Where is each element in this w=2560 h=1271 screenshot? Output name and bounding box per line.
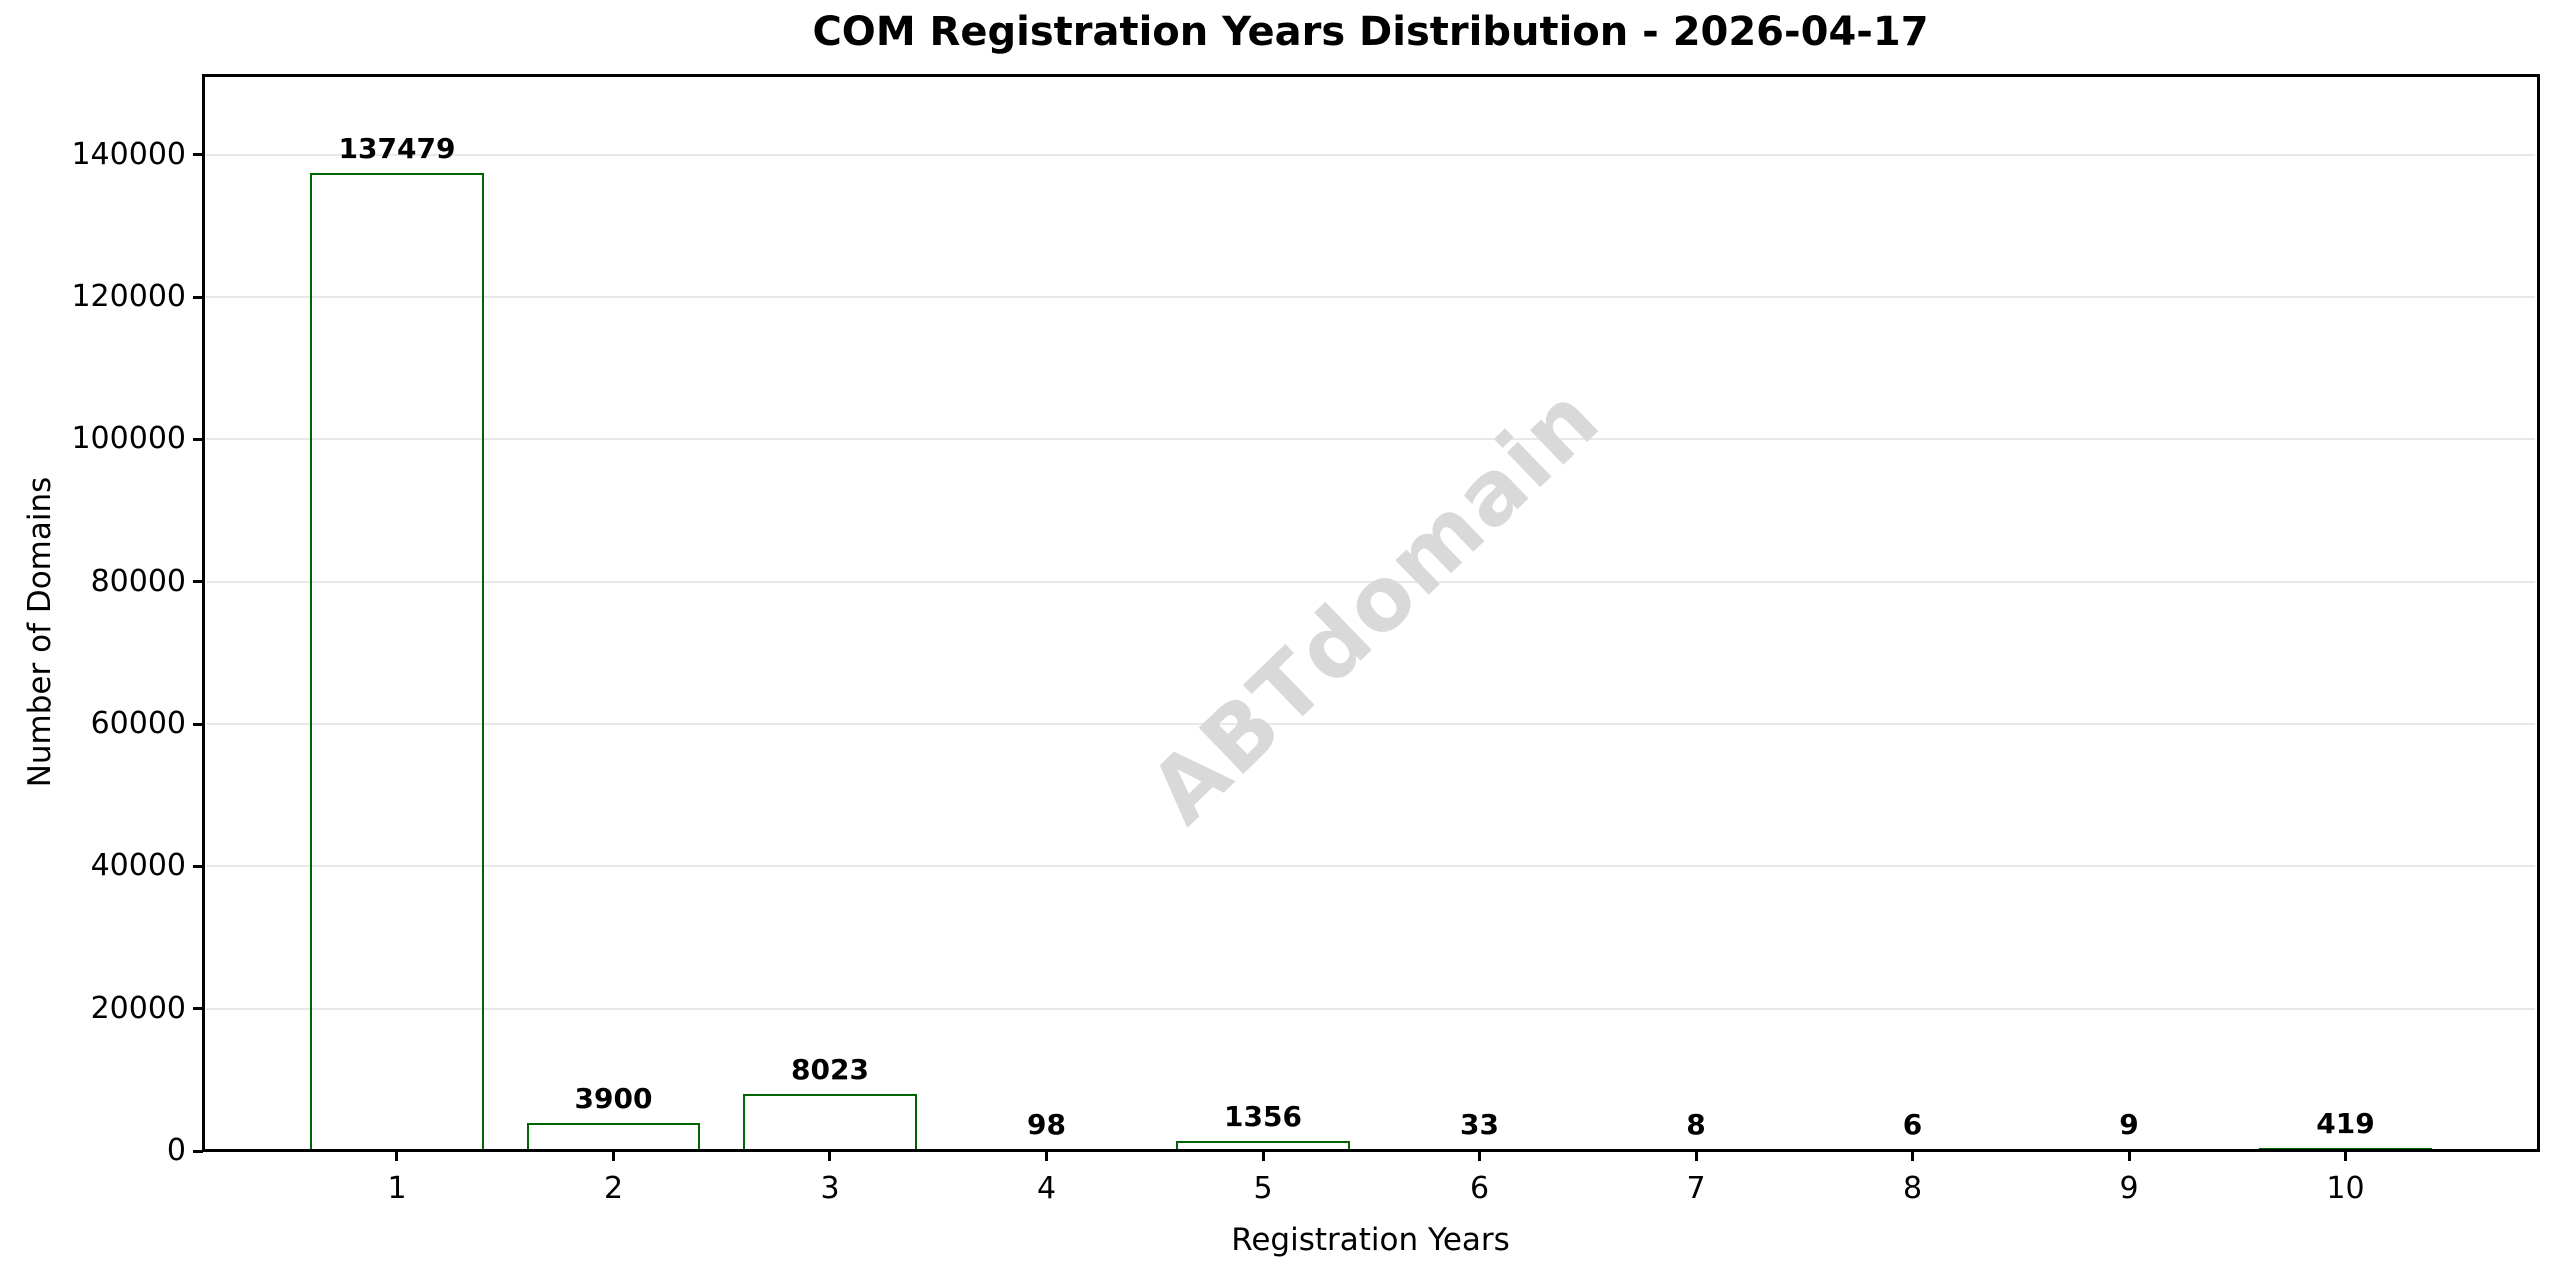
bar-value-label: 8023 bbox=[791, 1052, 869, 1086]
y-axis-tick bbox=[193, 1149, 203, 1153]
y-axis-tick bbox=[193, 722, 203, 726]
x-tick-label: 5 bbox=[1253, 1171, 1273, 1206]
y-tick-label: 120000 bbox=[71, 279, 186, 315]
x-tick-label: 7 bbox=[1686, 1171, 1706, 1206]
y-axis-tick bbox=[193, 295, 203, 299]
bar-value-label: 6 bbox=[1902, 1108, 1923, 1141]
x-axis-title: Registration Years bbox=[1231, 1222, 1510, 1258]
axes-spines bbox=[202, 74, 2540, 1152]
x-axis-tick bbox=[2127, 1151, 2131, 1161]
x-axis-tick bbox=[395, 1151, 399, 1161]
x-tick-label: 10 bbox=[2326, 1171, 2365, 1206]
x-tick-label: 8 bbox=[1902, 1171, 1923, 1206]
y-axis-tick bbox=[193, 580, 203, 584]
y-tick-label: 140000 bbox=[71, 136, 186, 172]
bar-value-label: 9 bbox=[2119, 1108, 2139, 1141]
x-axis-tick bbox=[1694, 1151, 1698, 1161]
y-tick-label: 80000 bbox=[90, 563, 186, 599]
x-axis-tick bbox=[1261, 1151, 1265, 1161]
bar-value-label: 33 bbox=[1460, 1108, 1499, 1141]
y-tick-label: 40000 bbox=[90, 848, 186, 884]
y-axis-tick bbox=[193, 437, 203, 441]
gridline bbox=[206, 438, 2535, 441]
x-axis-tick bbox=[2344, 1151, 2348, 1161]
y-tick-label: 0 bbox=[166, 1133, 186, 1168]
y-axis-tick bbox=[193, 1007, 203, 1011]
y-axis-tick bbox=[193, 864, 203, 868]
x-tick-label: 6 bbox=[1469, 1171, 1490, 1206]
x-tick-label: 3 bbox=[820, 1171, 840, 1206]
x-tick-label: 9 bbox=[2119, 1171, 2139, 1206]
y-axis-tick bbox=[193, 153, 203, 157]
x-axis-tick bbox=[611, 1151, 615, 1161]
y-tick-label: 100000 bbox=[71, 421, 186, 457]
x-axis-tick bbox=[1045, 1151, 1048, 1161]
x-axis-tick bbox=[1478, 1151, 1481, 1161]
y-tick-label: 20000 bbox=[90, 990, 186, 1026]
gridline bbox=[206, 723, 2535, 726]
y-tick-label: 60000 bbox=[90, 706, 186, 742]
gridline bbox=[206, 580, 2535, 583]
x-tick-label: 1 bbox=[387, 1171, 407, 1206]
x-axis-tick bbox=[828, 1151, 832, 1161]
bar bbox=[1176, 1141, 1350, 1151]
gridline bbox=[206, 296, 2535, 299]
x-tick-label: 2 bbox=[603, 1171, 624, 1206]
bar-value-label: 419 bbox=[2316, 1107, 2375, 1141]
x-tick-label: 4 bbox=[1036, 1171, 1057, 1206]
x-axis-tick bbox=[1911, 1151, 1915, 1161]
y-axis-title: Number of Domains bbox=[22, 476, 58, 788]
bar bbox=[310, 172, 484, 1151]
gridline bbox=[206, 865, 2535, 868]
bar bbox=[526, 1123, 701, 1151]
bar-value-label: 137479 bbox=[338, 131, 456, 165]
bar-value-label: 98 bbox=[1027, 1108, 1066, 1141]
gridline bbox=[206, 153, 2535, 156]
plot-area bbox=[203, 75, 2538, 1151]
bar bbox=[743, 1093, 917, 1151]
bar-value-label: 3900 bbox=[574, 1082, 653, 1116]
bar-value-label: 1356 bbox=[1224, 1100, 1302, 1134]
gridline bbox=[206, 1007, 2535, 1010]
chart-title: COM Registration Years Distribution - 20… bbox=[812, 9, 1929, 55]
bar-value-label: 8 bbox=[1686, 1108, 1706, 1141]
